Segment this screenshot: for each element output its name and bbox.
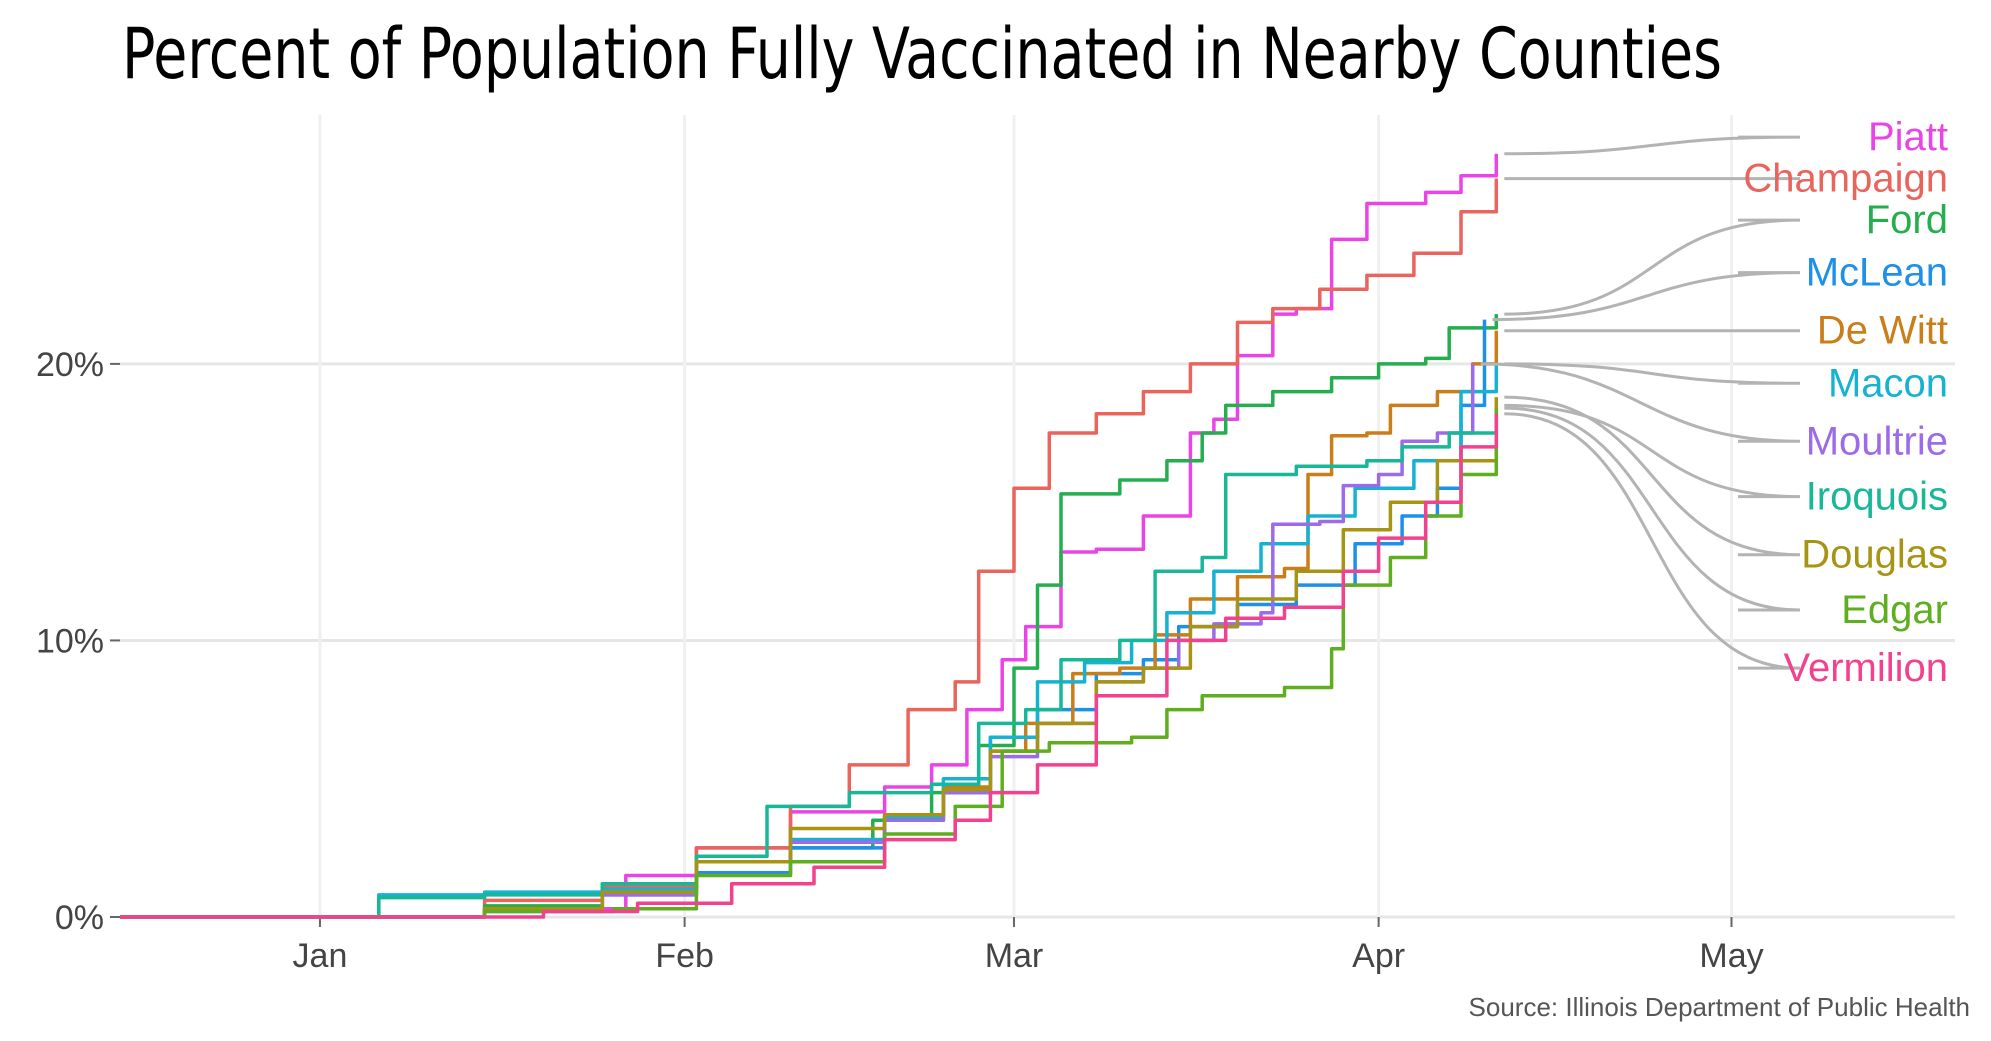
series-label-vermilion: Vermilion (1783, 646, 1948, 690)
x-tick-label: Apr (1352, 937, 1405, 975)
grid (120, 115, 1955, 919)
series-label-iroquois: Iroquois (1806, 475, 1948, 519)
series-lines (120, 153, 1499, 919)
x-tick-label: Jan (293, 937, 348, 975)
x-tick-label: Feb (655, 937, 714, 975)
series-label-champaign: Champaign (1743, 157, 1948, 201)
series-label-moultrie: Moultrie (1806, 419, 1948, 463)
source-note: Source: Illinois Department of Public He… (1469, 992, 1970, 1022)
series-label-mclean: McLean (1806, 251, 1948, 295)
y-tick-label: 10% (36, 622, 104, 660)
series-line-piatt (120, 153, 1499, 919)
x-tick-label: May (1699, 937, 1763, 975)
connector-piatt (1504, 135, 1801, 156)
series-label-macon: Macon (1828, 361, 1948, 405)
series-label-piatt: Piatt (1868, 115, 1948, 159)
connector-vermilion (1504, 412, 1801, 670)
series-line-vermilion (120, 413, 1499, 919)
series-line-douglas (120, 397, 1499, 919)
chart-title: Percent of Population Fully Vaccinated i… (122, 13, 1722, 95)
connector-macon (1504, 362, 1801, 385)
connector-douglas (1504, 395, 1801, 557)
series-label-douglas: Douglas (1801, 533, 1948, 577)
connector-moultrie (1480, 362, 1801, 443)
series-line-ford (120, 314, 1499, 919)
y-tick-label: 20% (36, 346, 104, 384)
x-tick-label: Mar (985, 937, 1044, 975)
series-label-de-witt: De Witt (1817, 309, 1948, 353)
series-line-champaign (120, 178, 1499, 919)
label-connectors (1480, 135, 1801, 670)
connector-edgar (1504, 406, 1801, 612)
connector-iroquois (1504, 403, 1801, 499)
series-label-ford: Ford (1866, 198, 1948, 242)
y-tick-label: 0% (55, 899, 104, 937)
axes: 0% 10% 20% Jan Feb Mar Apr May (36, 346, 1764, 975)
series-label-edgar: Edgar (1841, 588, 1948, 632)
connector-mclean (1492, 271, 1801, 322)
series-line-iroquois (120, 405, 1499, 919)
connector-ford (1504, 218, 1801, 316)
